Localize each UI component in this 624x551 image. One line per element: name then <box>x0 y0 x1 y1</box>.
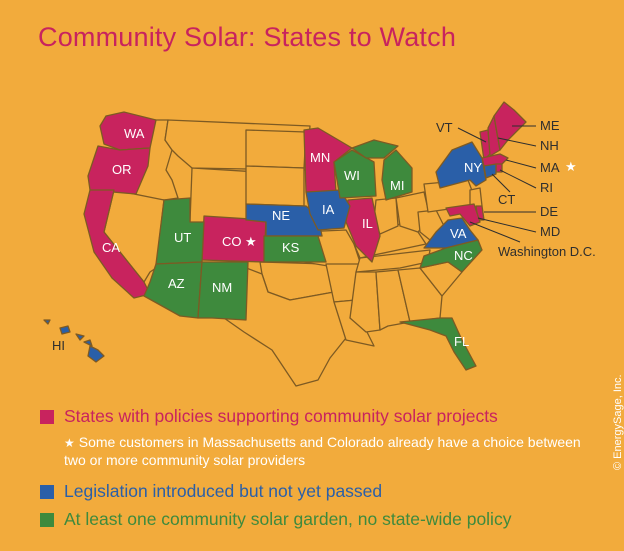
legend-label-garden: At least one community solar garden, no … <box>64 509 512 529</box>
state-hi-5 <box>87 345 105 363</box>
label-de: DE <box>540 204 558 219</box>
state-tn <box>355 249 431 273</box>
legend-label-policy: States with policies supporting communit… <box>64 406 498 426</box>
state-hi-2 <box>59 325 71 335</box>
label-md: MD <box>540 224 560 239</box>
state-ms <box>349 271 381 333</box>
state-al <box>375 269 411 331</box>
state-hi-4 <box>83 339 93 347</box>
external-labels: HI VT ME NH MA ★ RI CT DE MD Washington … <box>52 118 596 353</box>
label-ct: CT <box>498 192 515 207</box>
label-ut: UT <box>174 230 191 245</box>
state-wi <box>333 149 377 199</box>
label-ne: NE <box>272 208 290 223</box>
state-hi-3 <box>75 333 85 341</box>
state-labels: WA OR CA UT AZ NM CO ★ NE KS MN IA WI IL… <box>102 126 482 349</box>
credit: © EnergySage, Inc. <box>612 374 624 470</box>
state-or <box>87 145 151 195</box>
label-ia: IA <box>322 202 335 217</box>
label-vt: VT <box>436 120 453 135</box>
state-ks <box>263 235 327 263</box>
legend-swatch-legislation <box>40 485 54 499</box>
map-title: Community Solar: States to Watch <box>38 22 457 52</box>
label-co: CO <box>222 234 242 249</box>
state-ga <box>397 267 443 323</box>
label-nh: NH <box>540 138 559 153</box>
label-az: AZ <box>168 276 185 291</box>
label-ma: MA <box>540 160 560 175</box>
label-ny: NY <box>464 160 482 175</box>
label-ca: CA <box>102 240 120 255</box>
label-hi: HI <box>52 338 65 353</box>
label-nc: NC <box>454 248 473 263</box>
legislation-states <box>43 141 497 363</box>
legend-note: ★ Some customers in Massachusetts and Col… <box>64 434 584 469</box>
label-me: ME <box>540 118 560 133</box>
label-nm: NM <box>212 280 232 295</box>
leader-lines <box>457 125 537 243</box>
state-ny <box>435 141 487 189</box>
label-fl: FL <box>454 334 469 349</box>
label-va: VA <box>450 226 467 241</box>
label-mi: MI <box>390 178 404 193</box>
policy-states <box>83 101 527 299</box>
state-nm <box>197 261 249 321</box>
legend-label-legislation: Legislation introduced but not yet passe… <box>64 481 383 501</box>
legend-note-text: Some customers in Massachusetts and Colo… <box>64 434 581 468</box>
legend-swatch-garden <box>40 513 54 527</box>
label-il: IL <box>362 216 373 231</box>
state-mi <box>381 149 413 201</box>
star-co: ★ <box>245 234 257 249</box>
label-dc: Washington D.C. <box>498 244 596 259</box>
star-ma: ★ <box>565 159 577 174</box>
legend-swatch-policy <box>40 410 54 424</box>
state-mi-up <box>351 139 399 159</box>
state-hi-1 <box>43 319 51 325</box>
state-nc <box>419 239 483 273</box>
label-wi: WI <box>344 168 360 183</box>
label-ks: KS <box>282 240 300 255</box>
label-ri: RI <box>540 180 553 195</box>
state-me <box>493 101 527 151</box>
state-ca <box>83 189 151 299</box>
star-icon: ★ <box>64 436 75 450</box>
garden-states <box>143 139 483 371</box>
label-or: OR <box>112 162 132 177</box>
state-fl <box>399 317 477 371</box>
state-sd <box>245 165 305 207</box>
label-mn: MN <box>310 150 330 165</box>
state-nd <box>245 129 307 169</box>
state-md <box>445 203 481 227</box>
label-wa: WA <box>124 126 145 141</box>
